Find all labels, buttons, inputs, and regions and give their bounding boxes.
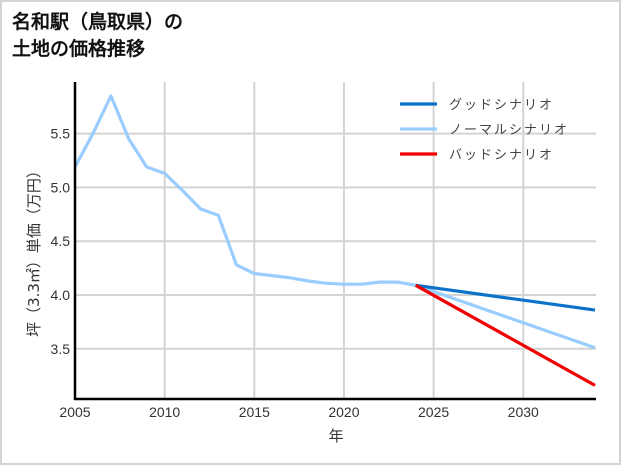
chart-title: 名和駅（鳥取県）の 土地の価格推移	[12, 9, 183, 63]
chart-title-line1: 名和駅（鳥取県）の	[12, 11, 184, 33]
legend-item: グッドシナリオ	[400, 98, 554, 113]
y-tick-label: 4.0	[51, 287, 71, 303]
legend-item: バッドシナリオ	[400, 148, 554, 163]
legend-item: ノーマルシナリオ	[400, 123, 569, 138]
legend-label: グッドシナリオ	[449, 98, 554, 113]
y-tick-label: 5.5	[51, 126, 71, 142]
series-line-0	[415, 283, 596, 312]
series-line-1	[73, 94, 596, 350]
x-axis-label: 年	[328, 427, 343, 445]
series-lines	[73, 94, 596, 387]
y-tick-label: 3.5	[51, 341, 71, 357]
x-tick-label: 2015	[239, 404, 270, 420]
legend-label: バッドシナリオ	[449, 148, 554, 163]
x-tick-label: 2005	[59, 404, 90, 420]
chart-title-line2: 土地の価格推移	[12, 38, 146, 60]
x-tick-label: 2030	[508, 404, 539, 420]
y-axis-label: 坪（3.3㎡）単価（万円）	[25, 163, 43, 337]
axes	[73, 82, 596, 401]
tick-labels: 2005 2010 2015 2020 2025 2030 3.5 4.0 4.5 5.0 5.5	[51, 126, 539, 420]
x-tick-label: 2025	[418, 404, 449, 420]
x-tick-label: 2010	[149, 404, 180, 420]
legend-label: ノーマルシナリオ	[449, 123, 569, 138]
x-tick-label: 2020	[328, 404, 359, 420]
series-line-2	[414, 283, 596, 387]
y-tick-label: 4.5	[51, 233, 71, 249]
y-tick-label: 5.0	[51, 179, 71, 195]
